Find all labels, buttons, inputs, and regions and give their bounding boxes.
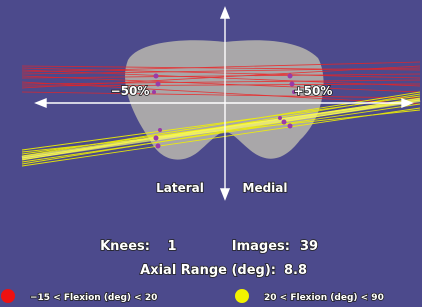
images-value: 39 <box>300 239 318 254</box>
range-value: 8.8 <box>284 263 307 278</box>
legend-marker <box>235 289 249 303</box>
lateral-label: Lateral <box>156 181 204 195</box>
legend-marker <box>1 289 15 303</box>
range-label: Axial Range (deg): <box>140 263 276 278</box>
legend-label: 20 < Flexion (deg) < 90 <box>264 293 384 303</box>
knees-label: Knees: <box>100 239 150 254</box>
legend-label: −15 < Flexion (deg) < 20 <box>30 293 157 303</box>
knees-value: 1 <box>167 239 176 254</box>
medial-label: Medial <box>243 181 288 195</box>
figure: −50% +50% Lateral Medial Knees: 1 Images… <box>0 0 422 303</box>
left-percent: −50% <box>111 84 150 98</box>
images-label: Images: <box>232 239 290 254</box>
right-percent: +50% <box>294 84 333 98</box>
